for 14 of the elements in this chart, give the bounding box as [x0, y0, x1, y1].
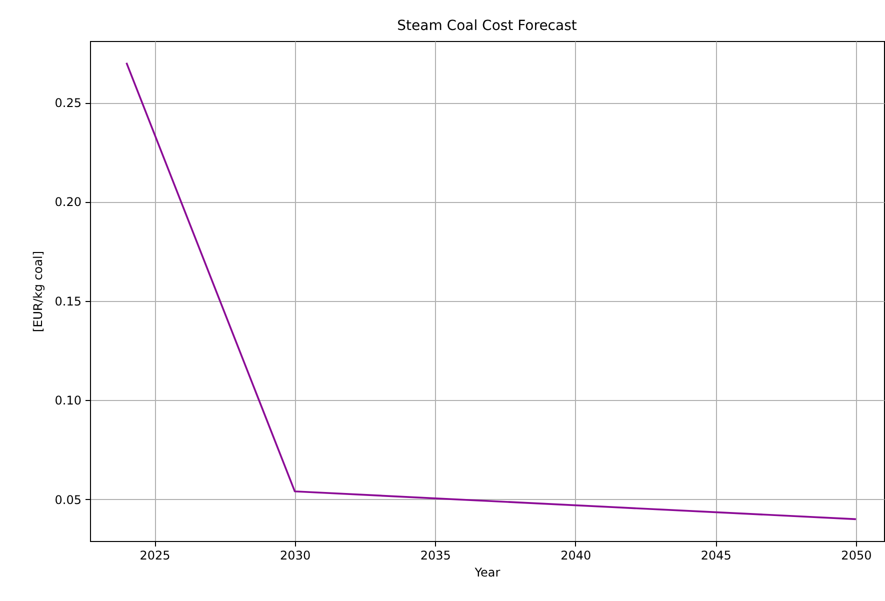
- x-axis-title: Year: [474, 566, 500, 580]
- y-tick-label: 0.20: [54, 195, 82, 210]
- x-tick-label: 2025: [140, 548, 170, 562]
- x-tick-label: 2045: [700, 548, 732, 562]
- y-tick-label: 0.10: [54, 394, 82, 408]
- y-tick-label: 0.05: [54, 492, 82, 507]
- y-tick-label: 0.15: [54, 294, 82, 308]
- chart-title: Steam Coal Cost Forecast: [397, 18, 578, 34]
- x-tick-label: 2040: [560, 548, 592, 562]
- y-tick-label: 0.25: [54, 96, 82, 110]
- x-tick-label: 2030: [280, 548, 311, 562]
- x-tick-label: 2050: [841, 548, 872, 562]
- y-axis-title: [EUR/kg coal]: [30, 250, 45, 332]
- x-tick-label: 2035: [420, 548, 451, 562]
